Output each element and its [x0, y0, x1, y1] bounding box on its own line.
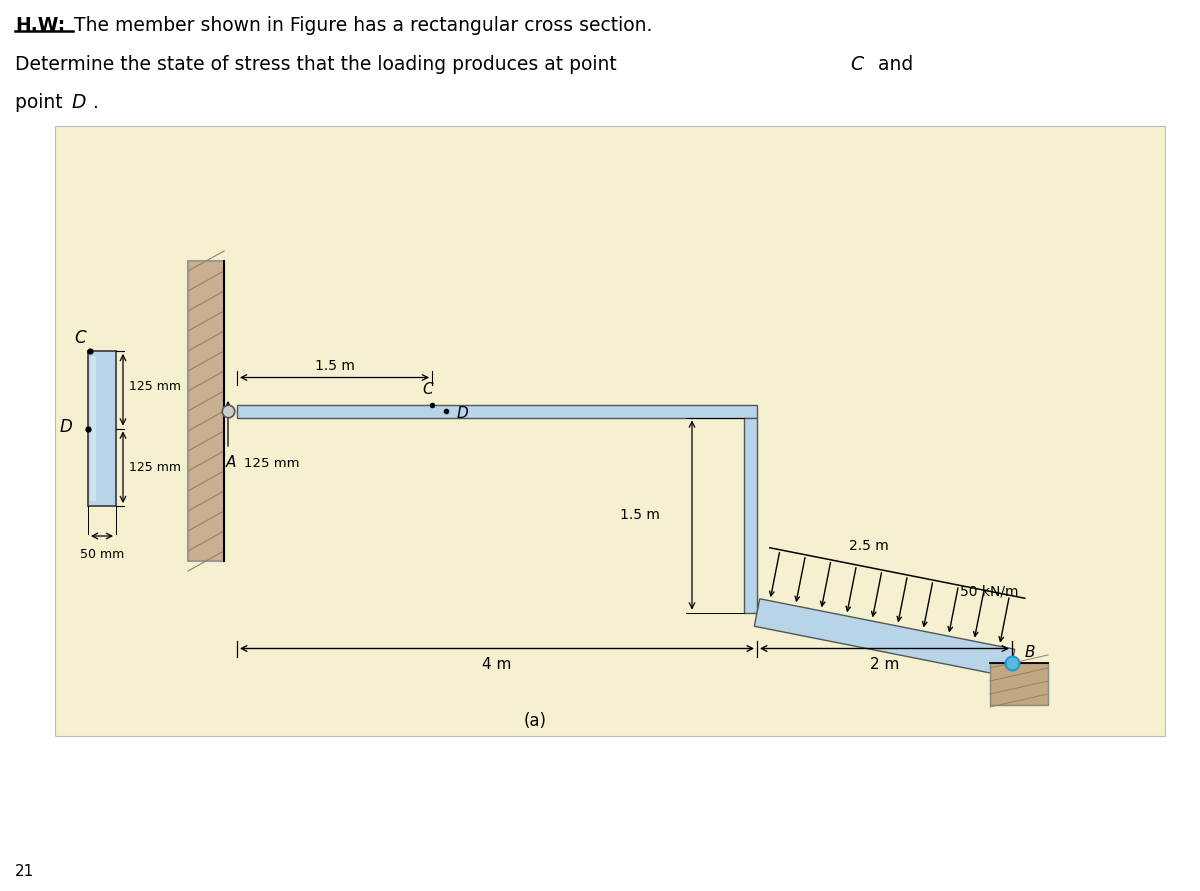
- Text: C: C: [850, 55, 863, 74]
- Text: H.W:: H.W:: [14, 16, 65, 35]
- Text: 50 mm: 50 mm: [80, 547, 124, 560]
- Text: 4 m: 4 m: [482, 657, 511, 672]
- Bar: [188, 261, 224, 561]
- Bar: [990, 663, 1048, 705]
- Text: .: .: [94, 93, 98, 112]
- Bar: [90, 356, 96, 501]
- Polygon shape: [755, 599, 1015, 677]
- Text: B: B: [1025, 645, 1036, 660]
- Text: 125 mm: 125 mm: [244, 457, 300, 470]
- Text: and: and: [872, 55, 913, 74]
- Text: 21: 21: [14, 864, 35, 879]
- Text: 2.5 m: 2.5 m: [848, 539, 888, 553]
- Bar: [236, 405, 757, 418]
- FancyBboxPatch shape: [55, 126, 1165, 736]
- Text: 1.5 m: 1.5 m: [620, 508, 660, 522]
- Text: (a): (a): [523, 712, 546, 730]
- Text: D: D: [457, 405, 469, 421]
- Text: point: point: [14, 93, 68, 112]
- Text: D: D: [72, 93, 86, 112]
- Text: 50 kN/m: 50 kN/m: [960, 584, 1019, 598]
- Text: The member shown in Figure has a rectangular cross section.: The member shown in Figure has a rectang…: [74, 16, 653, 35]
- Text: 2 m: 2 m: [870, 657, 899, 672]
- Bar: [744, 418, 757, 612]
- Text: D: D: [60, 418, 73, 436]
- Bar: [88, 351, 116, 506]
- Text: 125 mm: 125 mm: [130, 461, 181, 474]
- Text: C: C: [422, 381, 433, 396]
- Text: C: C: [74, 329, 85, 347]
- Text: 125 mm: 125 mm: [130, 380, 181, 393]
- Text: A: A: [226, 455, 236, 470]
- Text: Determine the state of stress that the loading produces at point: Determine the state of stress that the l…: [14, 55, 623, 74]
- Text: 1.5 m: 1.5 m: [314, 359, 354, 373]
